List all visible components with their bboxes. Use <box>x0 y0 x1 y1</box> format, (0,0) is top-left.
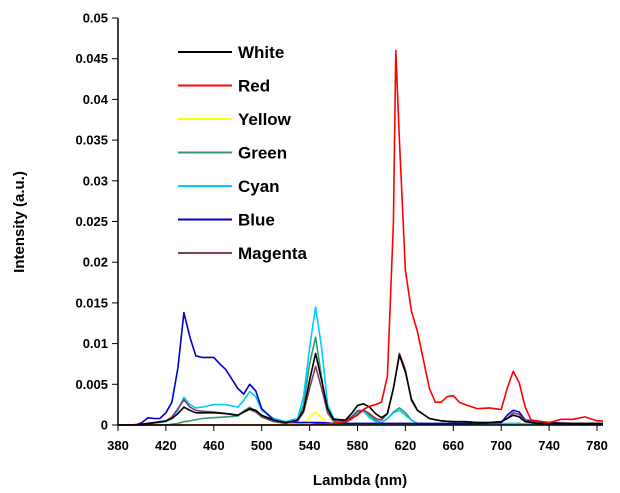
x-tick-label: 740 <box>538 438 560 453</box>
x-tick-label: 420 <box>155 438 177 453</box>
x-tick-label: 460 <box>203 438 225 453</box>
x-tick-label: 700 <box>490 438 512 453</box>
series-line-magenta <box>118 352 603 426</box>
legend-label-blue: Blue <box>238 211 275 230</box>
y-tick-label: 0.005 <box>75 377 108 392</box>
x-tick-label: 500 <box>251 438 273 453</box>
legend-label-red: Red <box>238 77 270 96</box>
plot-series-group <box>118 49 603 426</box>
x-tick-label: 380 <box>107 438 129 453</box>
legend: White Red Yellow Green Cyan Blue Magenta <box>178 43 308 263</box>
y-tick-label: 0.02 <box>83 255 108 270</box>
y-tick-label: 0.045 <box>75 51 108 66</box>
y-tick-label: 0 <box>101 418 108 433</box>
x-axis-title: Lambda (nm) <box>313 472 407 489</box>
y-axis-title: Intensity (a.u.) <box>11 171 28 273</box>
series-line-red <box>118 49 603 426</box>
y-tick-label: 0.04 <box>83 92 109 107</box>
x-tick-label: 620 <box>395 438 417 453</box>
x-tick-label: 580 <box>347 438 369 453</box>
axes-group: 0 0.005 0.01 0.015 0.02 0.025 0.03 0.035 0.04 0.0… <box>75 11 607 454</box>
y-tick-label: 0.05 <box>83 11 108 26</box>
x-tick-label: 540 <box>299 438 321 453</box>
y-tick-label: 0.01 <box>83 336 108 351</box>
y-tick-label: 0.025 <box>75 214 108 229</box>
legend-label-white: White <box>238 43 284 62</box>
y-tick-label: 0.03 <box>83 173 108 188</box>
legend-label-magenta: Magenta <box>238 244 308 263</box>
y-tick-label: 0.015 <box>75 295 108 310</box>
x-tick-label: 780 <box>586 438 608 453</box>
legend-label-green: Green <box>238 144 287 163</box>
y-tick-label: 0.035 <box>75 133 108 148</box>
x-tick-label: 660 <box>442 438 464 453</box>
series-line-white <box>118 352 603 426</box>
legend-label-cyan: Cyan <box>238 177 280 196</box>
legend-label-yellow: Yellow <box>238 110 292 129</box>
